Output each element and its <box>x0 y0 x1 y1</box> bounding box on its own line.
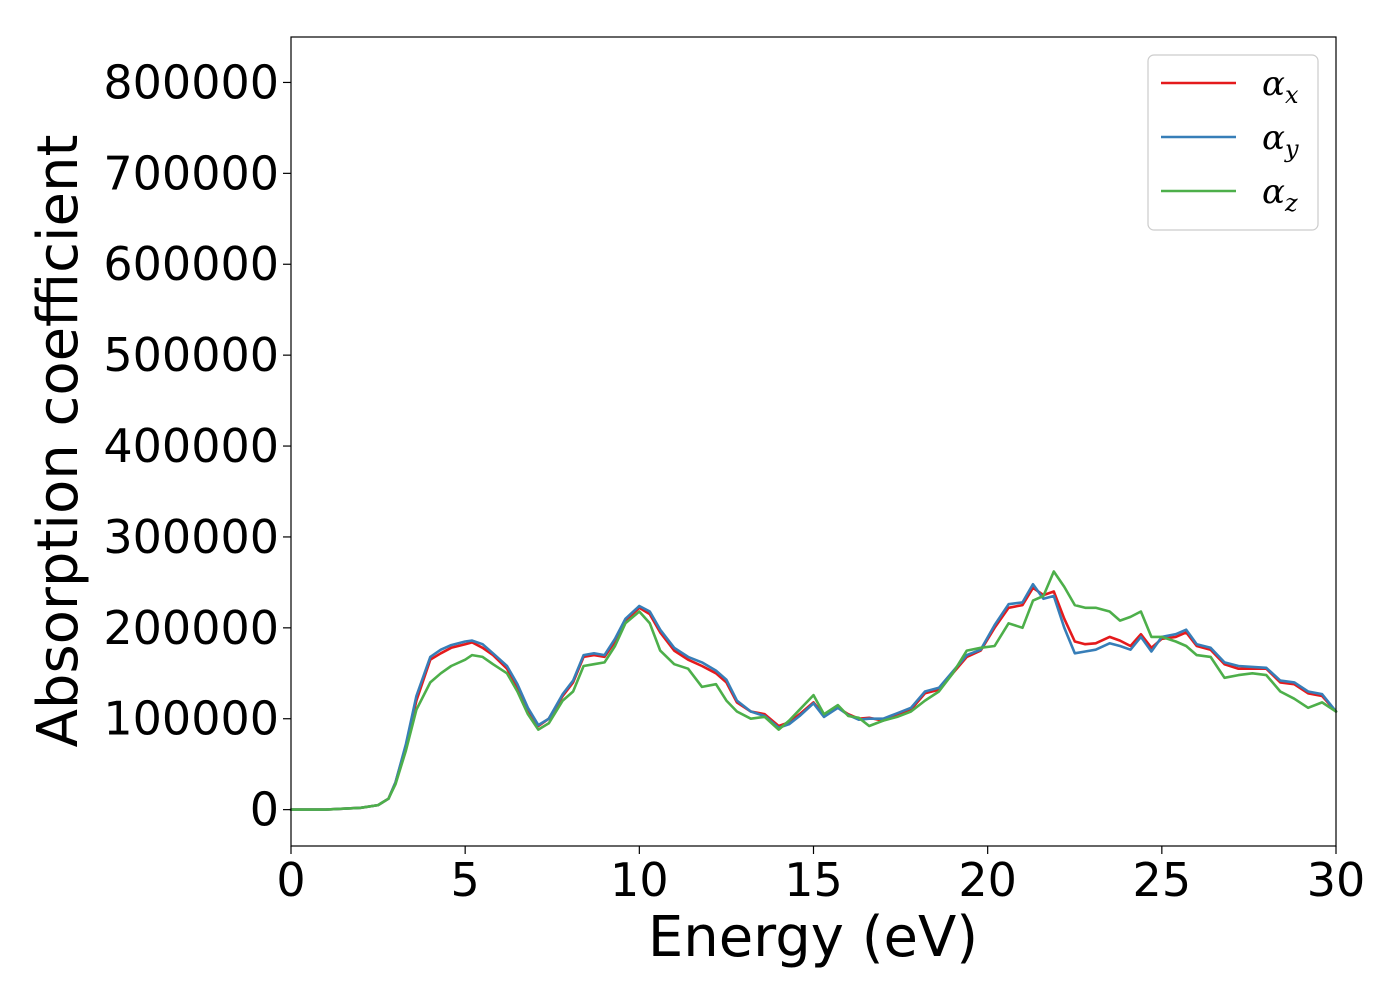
y-tick-label: 300000 <box>103 510 279 564</box>
y-tick-label: 200000 <box>103 601 279 655</box>
y-tick-label: 700000 <box>103 146 279 200</box>
y-axis-title: Absorption coefficient <box>26 135 91 748</box>
x-tick-label: 5 <box>451 853 480 907</box>
x-tick-label: 25 <box>1133 853 1192 907</box>
y-tick-label: 400000 <box>103 419 279 473</box>
legend: αx αy αz <box>1147 54 1319 231</box>
legend-label: αy <box>1262 118 1299 163</box>
legend-label: αz <box>1262 172 1298 217</box>
x-tick-label: 20 <box>958 853 1017 907</box>
legend-box <box>1147 54 1319 231</box>
y-tick-label: 600000 <box>103 237 279 291</box>
series-line-y <box>289 582 1338 811</box>
x-tick-label: 10 <box>610 853 669 907</box>
y-axis: 0 100000 200000 300000 400000 500000 600000 700… <box>103 55 291 837</box>
y-tick-label: 500000 <box>103 328 279 382</box>
y-tick-label: 0 <box>250 783 279 837</box>
y-tick-label: 100000 <box>103 692 279 746</box>
y-tick-label: 800000 <box>103 55 279 109</box>
x-tick-label: 15 <box>784 853 843 907</box>
legend-label: αx <box>1262 64 1299 109</box>
series-line-z <box>289 570 1338 811</box>
x-axis: 0 5 10 15 20 25 30 <box>276 846 1365 907</box>
x-axis-title: Energy (eV) <box>648 905 978 970</box>
x-tick-label: 30 <box>1307 853 1366 907</box>
series-layer <box>289 570 1338 811</box>
x-tick-label: 0 <box>276 853 305 907</box>
